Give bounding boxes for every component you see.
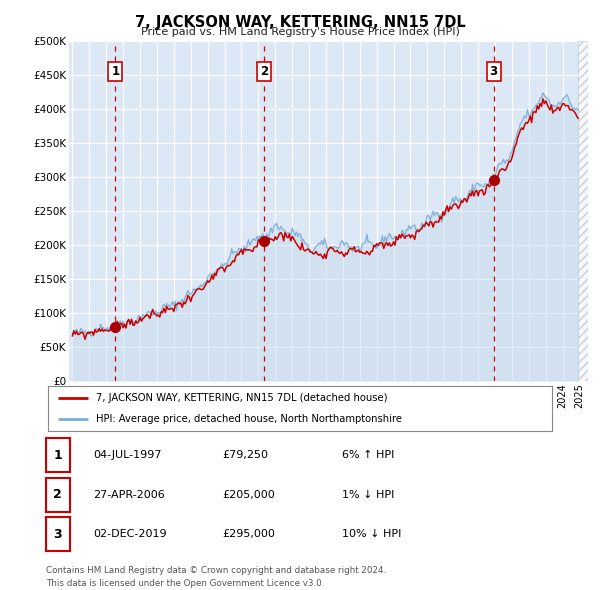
Text: 1: 1 (111, 65, 119, 78)
Text: £295,000: £295,000 (222, 529, 275, 539)
Text: 2: 2 (260, 65, 268, 78)
Text: 10% ↓ HPI: 10% ↓ HPI (342, 529, 401, 539)
Text: 1: 1 (53, 448, 62, 462)
Text: 1% ↓ HPI: 1% ↓ HPI (342, 490, 394, 500)
Bar (578, 41, 588, 381)
Text: HPI: Average price, detached house, North Northamptonshire: HPI: Average price, detached house, Nort… (96, 414, 402, 424)
Text: 27-APR-2006: 27-APR-2006 (93, 490, 165, 500)
Text: Price paid vs. HM Land Registry's House Price Index (HPI): Price paid vs. HM Land Registry's House … (140, 27, 460, 37)
Text: 3: 3 (490, 65, 498, 78)
Text: 7, JACKSON WAY, KETTERING, NN15 7DL (detached house): 7, JACKSON WAY, KETTERING, NN15 7DL (det… (96, 394, 388, 404)
Text: Contains HM Land Registry data © Crown copyright and database right 2024.
This d: Contains HM Land Registry data © Crown c… (46, 566, 386, 588)
Text: 02-DEC-2019: 02-DEC-2019 (93, 529, 167, 539)
Text: £205,000: £205,000 (222, 490, 275, 500)
Text: 7, JACKSON WAY, KETTERING, NN15 7DL: 7, JACKSON WAY, KETTERING, NN15 7DL (134, 15, 466, 30)
Text: 3: 3 (53, 527, 62, 541)
Text: 04-JUL-1997: 04-JUL-1997 (93, 450, 161, 460)
Text: 6% ↑ HPI: 6% ↑ HPI (342, 450, 394, 460)
Text: 2: 2 (53, 488, 62, 501)
Text: £79,250: £79,250 (222, 450, 268, 460)
